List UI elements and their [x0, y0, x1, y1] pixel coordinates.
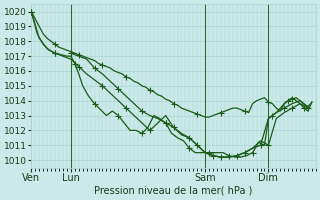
X-axis label: Pression niveau de la mer( hPa ): Pression niveau de la mer( hPa ): [94, 186, 253, 196]
